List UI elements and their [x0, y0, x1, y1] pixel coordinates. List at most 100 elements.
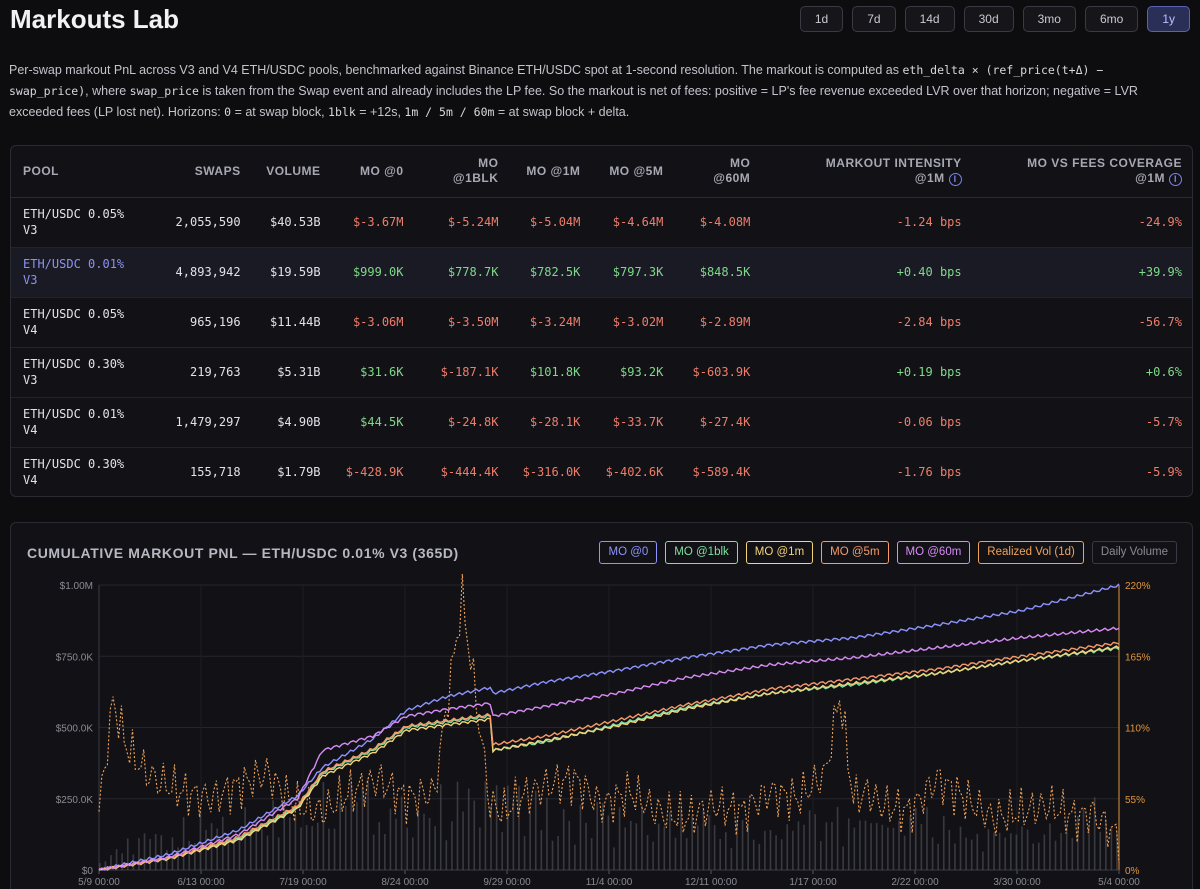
header: Markouts Lab 1d 7d 14d 30d 3mo 6mo 1y	[10, 0, 1190, 40]
volume-cell: $1.79B	[277, 465, 321, 480]
volume-bar	[311, 826, 313, 870]
volume-bar	[384, 834, 386, 870]
volume-bar	[333, 828, 336, 870]
swaps-cell: 155,718	[190, 465, 241, 480]
volume-bar	[149, 839, 151, 870]
volume-bar	[730, 848, 733, 870]
volume-bar	[199, 810, 202, 870]
description-text: is taken from the Swap event and already…	[9, 84, 1138, 119]
volume-bar	[227, 834, 230, 870]
col-swaps[interactable]: SWAPS	[135, 146, 251, 198]
x-tick-label: 11/4 00:00	[586, 877, 633, 888]
table-row[interactable]: ETH/USDC 0.05% V4 965,196 $11.44B $-3.06M $-3…	[11, 297, 1192, 348]
mo0-cell: $44.5K	[330, 397, 414, 448]
volume-bar	[244, 807, 246, 870]
volume-bar	[719, 838, 721, 870]
col-markout-intensity[interactable]: MARKOUT INTENSITY @1M i	[760, 146, 972, 198]
pool-table: POOL SWAPS VOLUME MO @0 MO @1BLK MO @1M M…	[11, 146, 1192, 496]
volume-bar	[993, 832, 995, 870]
volume-bar	[624, 827, 626, 870]
volume-bar	[724, 832, 727, 870]
volume-bar	[948, 829, 951, 870]
volume-bar	[819, 841, 822, 870]
range-btn-1y[interactable]: 1y	[1147, 6, 1190, 32]
mo1m-cell: $-316.0K	[522, 465, 581, 480]
table-row[interactable]: ETH/USDC 0.30% V3 219,763 $5.31B $31.6K $-187…	[11, 347, 1192, 398]
table-row[interactable]: ETH/USDC 0.05% V3 2,055,590 $40.53B $-3.67M $…	[11, 197, 1192, 248]
volume-bar	[467, 788, 470, 870]
legend-mo1m[interactable]: MO @1m	[745, 541, 814, 564]
range-btn-14d[interactable]: 14d	[904, 6, 955, 32]
range-btn-3mo[interactable]: 3mo	[1022, 6, 1076, 32]
volume-bar	[808, 810, 811, 870]
volume-bar	[1077, 816, 1079, 870]
volume-bar	[551, 840, 554, 870]
table-row[interactable]: ETH/USDC 0.01% V3 4,893,942 $19.59B $999.0K $…	[11, 247, 1192, 298]
range-btn-1d[interactable]: 1d	[799, 6, 844, 32]
volume-bar	[356, 801, 358, 870]
code-horizon-delta: 1m / 5m / 60m	[404, 105, 495, 119]
volume-bar	[920, 823, 923, 870]
realized-vol-line	[98, 573, 1120, 864]
volume-cell: $19.59B	[250, 247, 331, 298]
volume-bar	[143, 833, 146, 870]
volume-bar	[372, 834, 375, 870]
code-swap-price: swap_price	[129, 84, 199, 98]
volume-bar	[915, 807, 917, 870]
swaps-cell: 1,479,297	[135, 397, 251, 448]
range-btn-6mo[interactable]: 6mo	[1084, 6, 1139, 32]
mo1blk-cell: $-187.1K	[413, 347, 509, 398]
x-tick-label: 7/19 00:00	[279, 877, 327, 888]
volume-bar	[1110, 826, 1113, 870]
coverage-cell: -56.7%	[971, 297, 1192, 348]
y2-tick-label: 220%	[1125, 581, 1151, 592]
col-mo5m[interactable]: MO @5M	[590, 146, 674, 198]
table-row[interactable]: ETH/USDC 0.01% V4 1,479,297 $4.90B $44.5K $-2…	[11, 397, 1192, 448]
y-tick-label: $500.0K	[56, 724, 94, 735]
col-volume[interactable]: VOLUME	[250, 146, 331, 198]
volume-cell: $4.90B	[250, 397, 331, 448]
legend-vol[interactable]: Realized Vol (1d)	[978, 541, 1084, 564]
volume-bar	[797, 821, 800, 870]
legend-mo60m[interactable]: MO @60m	[896, 541, 971, 564]
col-mo1blk[interactable]: MO @1BLK	[413, 146, 509, 198]
mo1m-cell: $-5.04M	[508, 197, 591, 248]
series-line-mo1m	[98, 645, 1120, 871]
legend-mo0[interactable]: MO @0	[599, 541, 658, 564]
info-icon[interactable]: i	[1169, 172, 1182, 186]
mo60m-cell: $-4.08M	[673, 197, 761, 248]
volume-bar	[261, 829, 263, 870]
legend-mo1blk[interactable]: MO @1blk	[665, 541, 738, 564]
volume-bar	[1105, 819, 1107, 870]
series-line-mo60m	[98, 626, 1120, 871]
col-mo60m[interactable]: MO @60M	[673, 146, 761, 198]
range-btn-30d[interactable]: 30d	[963, 6, 1014, 32]
volume-bar	[115, 849, 118, 870]
swaps-cell: 219,763	[135, 347, 251, 398]
col-mo0[interactable]: MO @0	[330, 146, 414, 198]
range-btn-7d[interactable]: 7d	[852, 6, 896, 32]
volume-bar	[406, 827, 408, 870]
volume-bar	[350, 781, 353, 870]
volume-bar	[473, 800, 476, 870]
table-row[interactable]: ETH/USDC 0.30% V4 155,718 $1.79B $-428.9K $-4…	[11, 447, 1192, 496]
volume-bar	[825, 822, 828, 870]
volume-bar	[585, 822, 587, 870]
col-fees-coverage[interactable]: MO VS FEES COVERAGE @1M i	[971, 146, 1192, 198]
col-mo1m[interactable]: MO @1M	[508, 146, 591, 198]
volume-bar	[909, 815, 912, 870]
info-icon[interactable]: i	[948, 172, 962, 186]
volume-bar	[1116, 831, 1118, 870]
coverage-cell: -5.7%	[971, 397, 1192, 448]
volume-bar	[831, 821, 833, 870]
legend-mo5m[interactable]: MO @5m	[821, 541, 889, 564]
volume-bar	[965, 837, 967, 870]
cumulative-markout-chart[interactable]: $0 $250.0K $500.0K $750.0K $1.00M 0% 55% 110% 16…	[11, 523, 1194, 889]
volume-bar	[579, 804, 582, 870]
volume-bar	[1082, 808, 1085, 870]
volume-bar	[322, 782, 325, 870]
volume-bar	[439, 784, 442, 870]
legend-volume[interactable]: Daily Volume	[1091, 541, 1177, 564]
volume-bar	[205, 829, 207, 870]
col-pool[interactable]: POOL	[11, 146, 136, 198]
